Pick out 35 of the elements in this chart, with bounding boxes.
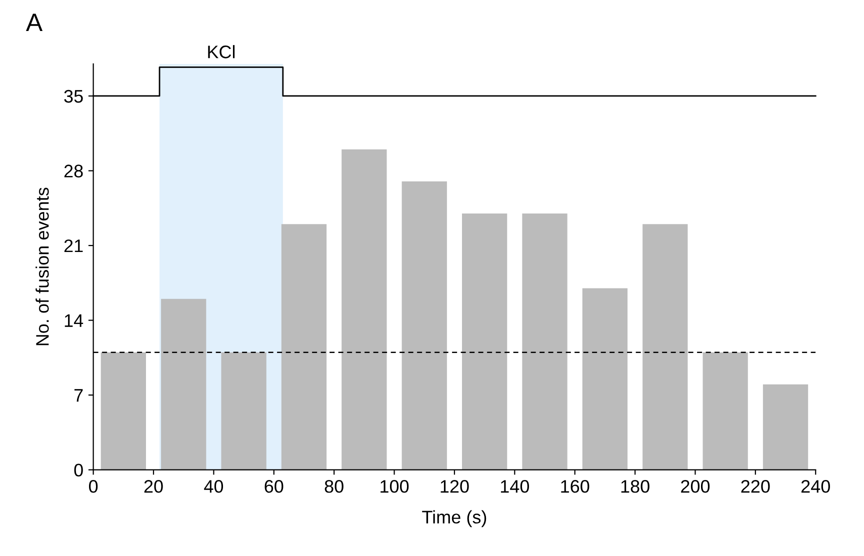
bar [402,181,447,470]
x-tick-label: 200 [681,480,710,493]
x-tick-label: 220 [741,480,770,493]
x-tick-label: 20 [144,480,163,493]
x-tick-label: 160 [561,480,590,493]
bar [161,298,206,470]
text: A [26,14,43,31]
x-tick-label: 180 [621,480,650,493]
bar [522,213,568,470]
band-label: KCl [208,45,235,58]
x-tick-label: 80 [324,480,344,493]
x-tick-label: 120 [440,480,469,493]
x-tick-label: 240 [801,480,830,493]
bar [100,352,146,470]
bar [762,384,808,470]
x-tick-label: 60 [264,480,284,493]
y-tick-label: 28 [64,164,83,178]
bar [281,224,327,470]
x-tick-label: 0 [88,480,98,493]
y-tick-label: 35 [64,90,83,103]
x-tick-label: 100 [380,480,409,493]
y-tick-label: 0 [74,464,83,477]
bar [702,352,748,470]
bar [342,149,387,470]
x-tick-label: 40 [204,480,224,493]
x-tick-label: 140 [500,480,530,493]
y-axis-title: No. of fusion events [36,188,49,346]
bar [221,352,266,470]
y-tick-label: 14 [64,314,84,327]
bar [582,288,628,470]
bar [462,213,508,470]
bar [642,224,688,470]
x-axis-title: Time (s) [422,510,486,528]
y-tick-label: 21 [64,239,83,252]
y-tick-label: 7 [74,389,83,402]
